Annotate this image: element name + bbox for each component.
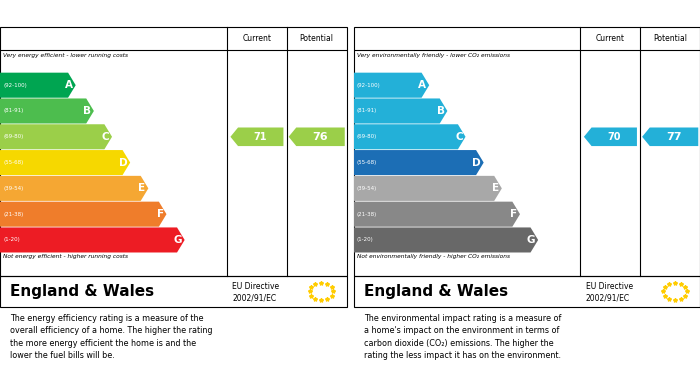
Text: (55-68): (55-68)	[4, 160, 24, 165]
Text: (39-54): (39-54)	[357, 186, 377, 191]
Text: Not energy efficient - higher running costs: Not energy efficient - higher running co…	[4, 255, 129, 260]
Text: (92-100): (92-100)	[357, 83, 381, 88]
Text: EU Directive: EU Directive	[232, 282, 279, 291]
Text: (81-91): (81-91)	[357, 108, 377, 113]
Text: (55-68): (55-68)	[357, 160, 377, 165]
Text: Very environmentally friendly - lower CO₂ emissions: Very environmentally friendly - lower CO…	[357, 53, 510, 58]
Text: 70: 70	[607, 132, 621, 142]
Text: (21-38): (21-38)	[4, 212, 24, 217]
Text: 71: 71	[253, 132, 267, 142]
Polygon shape	[0, 73, 76, 98]
Text: G: G	[174, 235, 182, 245]
Text: Current: Current	[596, 34, 625, 43]
Text: EU Directive: EU Directive	[586, 282, 633, 291]
Text: E: E	[139, 183, 146, 194]
Text: E: E	[492, 183, 499, 194]
Text: Very energy efficient - lower running costs: Very energy efficient - lower running co…	[4, 53, 129, 58]
Text: D: D	[473, 158, 481, 168]
Text: (1-20): (1-20)	[357, 237, 374, 242]
Polygon shape	[354, 124, 466, 149]
Text: C: C	[455, 132, 463, 142]
Polygon shape	[0, 228, 185, 253]
Text: The energy efficiency rating is a measure of the
overall efficiency of a home. T: The energy efficiency rating is a measur…	[10, 314, 213, 360]
Polygon shape	[642, 127, 699, 146]
Polygon shape	[354, 202, 520, 227]
Text: The environmental impact rating is a measure of
a home's impact on the environme: The environmental impact rating is a mea…	[364, 314, 561, 360]
Text: 77: 77	[666, 132, 681, 142]
Text: A: A	[419, 80, 426, 90]
Polygon shape	[354, 228, 538, 253]
Text: G: G	[527, 235, 536, 245]
Polygon shape	[0, 99, 94, 124]
Text: Energy Efficiency Rating: Energy Efficiency Rating	[8, 7, 172, 20]
Text: Potential: Potential	[653, 34, 687, 43]
Text: B: B	[83, 106, 91, 116]
Text: (92-100): (92-100)	[4, 83, 27, 88]
Text: (21-38): (21-38)	[357, 212, 377, 217]
Text: (69-80): (69-80)	[357, 134, 377, 139]
Text: D: D	[119, 158, 127, 168]
Text: B: B	[437, 106, 444, 116]
Polygon shape	[0, 202, 167, 227]
Text: Environmental Impact (CO₂) Rating: Environmental Impact (CO₂) Rating	[362, 7, 594, 20]
Polygon shape	[230, 127, 284, 146]
Text: Current: Current	[242, 34, 272, 43]
Polygon shape	[354, 73, 429, 98]
Text: 2002/91/EC: 2002/91/EC	[232, 294, 276, 303]
Text: C: C	[102, 132, 109, 142]
Text: (69-80): (69-80)	[4, 134, 24, 139]
Text: 76: 76	[312, 132, 328, 142]
Text: Potential: Potential	[300, 34, 334, 43]
Text: England & Wales: England & Wales	[10, 284, 155, 299]
Text: F: F	[157, 209, 164, 219]
Text: Not environmentally friendly - higher CO₂ emissions: Not environmentally friendly - higher CO…	[357, 255, 510, 260]
Polygon shape	[0, 176, 148, 201]
Polygon shape	[288, 127, 345, 146]
Polygon shape	[354, 150, 484, 175]
Polygon shape	[584, 127, 637, 146]
Text: A: A	[65, 80, 73, 90]
Text: 2002/91/EC: 2002/91/EC	[586, 294, 630, 303]
Text: (81-91): (81-91)	[4, 108, 24, 113]
Text: (39-54): (39-54)	[4, 186, 24, 191]
Polygon shape	[354, 99, 447, 124]
Polygon shape	[0, 124, 112, 149]
Polygon shape	[0, 150, 130, 175]
Text: England & Wales: England & Wales	[364, 284, 508, 299]
Text: F: F	[510, 209, 517, 219]
Polygon shape	[354, 176, 502, 201]
Text: (1-20): (1-20)	[4, 237, 20, 242]
